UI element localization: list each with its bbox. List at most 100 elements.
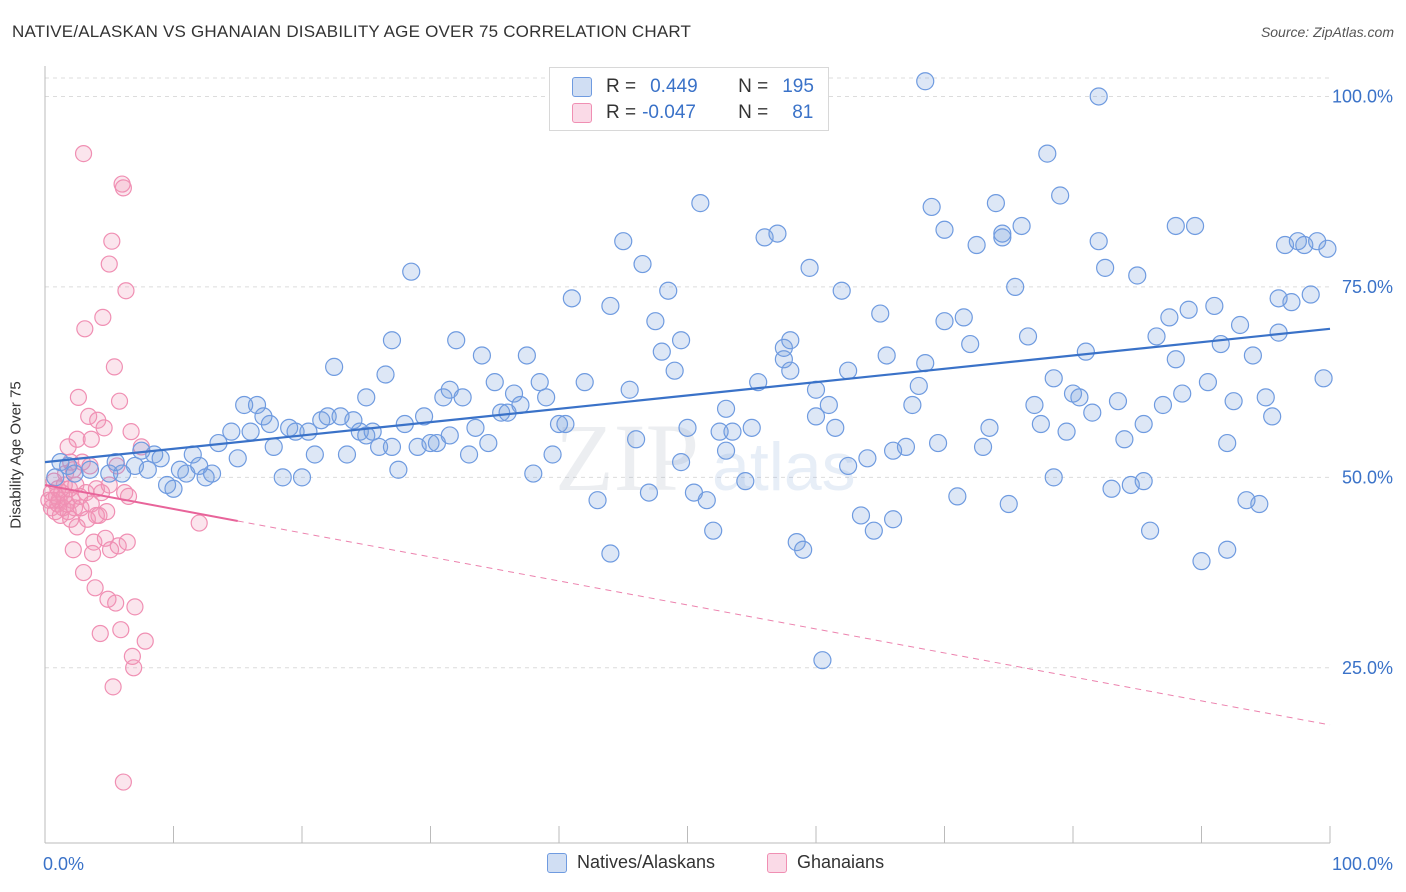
data-point-natives bbox=[1224, 392, 1243, 411]
data-point-natives bbox=[164, 479, 183, 498]
data-point-ghanaians bbox=[69, 388, 88, 406]
y-tick-label: 100.0% bbox=[1332, 86, 1393, 106]
data-point-natives bbox=[1179, 300, 1198, 319]
data-point-natives bbox=[1102, 479, 1121, 498]
data-point-natives bbox=[986, 194, 1006, 213]
data-point-ghanaians bbox=[95, 419, 113, 437]
data-point-natives bbox=[1218, 433, 1237, 453]
y-tick-label: 75.0% bbox=[1342, 277, 1393, 297]
data-point-natives bbox=[1230, 315, 1250, 335]
data-point-natives bbox=[273, 468, 292, 487]
data-point-ghanaians bbox=[136, 632, 154, 650]
data-point-natives bbox=[826, 418, 845, 437]
data-point-ghanaians bbox=[91, 624, 109, 643]
y-tick-label: 25.0% bbox=[1342, 658, 1393, 678]
watermark: ZIP atlas bbox=[555, 404, 856, 511]
data-point-natives bbox=[671, 331, 691, 350]
data-point-natives bbox=[928, 433, 948, 453]
data-point-natives bbox=[1134, 414, 1153, 434]
data-point-ghanaians bbox=[74, 563, 93, 582]
data-point-natives bbox=[1070, 388, 1089, 407]
data-point-natives bbox=[1089, 87, 1108, 106]
data-point-natives bbox=[537, 388, 556, 407]
data-point-natives bbox=[723, 422, 742, 441]
data-point-natives bbox=[710, 422, 729, 441]
data-point-natives bbox=[768, 224, 787, 243]
data-point-natives bbox=[742, 418, 761, 437]
data-point-natives bbox=[781, 331, 800, 350]
bottom-legend-label: Ghanaians bbox=[797, 852, 885, 872]
data-point-ghanaians bbox=[125, 659, 143, 677]
data-point-natives bbox=[993, 224, 1012, 243]
source-label: Source: ZipAtlas.com bbox=[1260, 24, 1394, 40]
data-point-natives bbox=[1314, 369, 1333, 388]
data-point-natives bbox=[671, 453, 691, 472]
data-point-ghanaians bbox=[107, 594, 125, 612]
data-point-natives bbox=[59, 456, 78, 476]
tick-labels: 25.0% 50.0% 75.0% 100.0% 0.0% 100.0% bbox=[43, 86, 1393, 874]
data-point-natives bbox=[678, 418, 697, 437]
data-point-natives bbox=[1115, 430, 1134, 449]
data-point-natives bbox=[376, 365, 395, 384]
data-point-natives bbox=[414, 407, 434, 426]
data-point-natives bbox=[858, 449, 877, 468]
data-point-natives bbox=[1083, 403, 1102, 422]
data-point-natives bbox=[202, 464, 222, 483]
data-point-natives bbox=[434, 388, 453, 407]
data-point-natives bbox=[254, 407, 273, 426]
data-point-natives bbox=[1108, 392, 1128, 411]
data-point-natives bbox=[652, 342, 671, 361]
data-point-natives bbox=[871, 304, 890, 323]
data-point-natives bbox=[264, 437, 283, 456]
data-point-natives bbox=[511, 395, 530, 415]
data-point-natives bbox=[1192, 552, 1211, 571]
data-point-natives bbox=[530, 373, 549, 392]
data-point-natives bbox=[973, 437, 993, 456]
bottom-legend-swatch-pink bbox=[767, 852, 787, 873]
data-point-ghanaians bbox=[44, 491, 62, 509]
data-point-natives bbox=[659, 281, 678, 300]
data-point-natives bbox=[716, 441, 736, 460]
data-point-natives bbox=[1308, 232, 1327, 251]
data-point-natives bbox=[935, 220, 954, 239]
data-point-natives bbox=[466, 418, 485, 437]
legend-swatch-blue bbox=[572, 77, 592, 97]
data-point-natives bbox=[492, 403, 511, 422]
data-point-natives bbox=[440, 426, 459, 445]
y-tick-label: 50.0% bbox=[1342, 467, 1393, 487]
legend-swatch-pink bbox=[572, 103, 592, 123]
data-point-natives bbox=[665, 361, 684, 380]
legend-r-label: R = bbox=[606, 102, 637, 123]
data-point-natives bbox=[1263, 407, 1282, 426]
data-point-natives bbox=[633, 254, 652, 274]
data-point-ghanaians bbox=[114, 179, 132, 197]
x-tick-label: 0.0% bbox=[43, 854, 84, 874]
data-point-natives bbox=[646, 312, 665, 331]
data-point-natives bbox=[839, 456, 858, 476]
data-point-ghanaians bbox=[86, 579, 104, 597]
data-point-natives bbox=[357, 388, 376, 407]
data-point-natives bbox=[260, 414, 279, 434]
data-point-natives bbox=[292, 468, 312, 487]
data-point-natives bbox=[517, 346, 536, 365]
data-point-ghanaians bbox=[109, 537, 127, 555]
data-point-natives bbox=[241, 422, 260, 441]
data-point-natives bbox=[1173, 384, 1192, 403]
data-point-natives bbox=[697, 491, 716, 510]
data-point-natives bbox=[1051, 186, 1070, 205]
data-point-natives bbox=[1128, 266, 1147, 285]
data-point-natives bbox=[851, 506, 871, 525]
data-point-natives bbox=[999, 494, 1018, 514]
data-point-natives bbox=[1076, 342, 1095, 361]
data-point-natives bbox=[1301, 285, 1320, 304]
trend-line-ghanaians-dashed bbox=[237, 520, 1331, 726]
data-point-natives bbox=[504, 384, 524, 403]
data-point-natives bbox=[1153, 395, 1173, 415]
trend-line-natives bbox=[44, 327, 1331, 464]
x-tick-label: 100.0% bbox=[1332, 854, 1393, 874]
data-point-natives bbox=[1211, 334, 1230, 354]
data-point-ghanaians bbox=[104, 678, 122, 696]
data-point-ghanaians bbox=[87, 506, 106, 525]
bottom-legend-ghanaians: Ghanaians bbox=[767, 852, 884, 873]
